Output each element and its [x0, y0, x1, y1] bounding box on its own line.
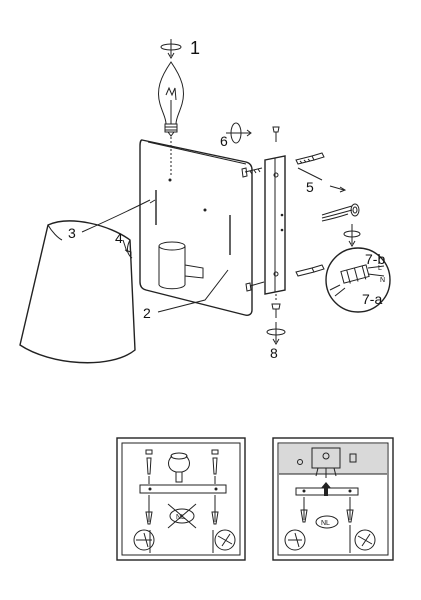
terminal-block-detail [325, 247, 391, 313]
wall-plate [139, 139, 253, 316]
screw-icon [300, 497, 308, 523]
wall-plug-icon [295, 264, 325, 277]
step-6-label: 6 [220, 133, 228, 149]
step-5-label: 5 [306, 179, 314, 195]
rotate-arrow-icon [226, 122, 252, 144]
screw-icon [211, 495, 219, 525]
nl-badge: NL [315, 515, 339, 529]
detail-circle [214, 529, 236, 551]
screw-icon [271, 303, 281, 318]
wire-connector-icon [168, 452, 190, 483]
nl-badge-right: NL [321, 520, 330, 527]
rotate-arrow-icon [266, 322, 286, 345]
screw-icon [245, 281, 265, 292]
step-3-label: 3 [68, 225, 76, 241]
screw-icon [241, 167, 263, 178]
screw-icon [145, 495, 153, 525]
leader-2 [157, 269, 229, 313]
wall-plug-icon [349, 453, 357, 463]
leader-3 [81, 199, 151, 233]
step-4-label: 4 [115, 230, 123, 246]
wire-label-n: N [380, 277, 385, 284]
wall-wires [321, 203, 360, 222]
detail-panel-left: NL [116, 437, 246, 561]
detail-circle [284, 529, 306, 551]
wall-plug-icon [145, 449, 153, 484]
junction-box-icon [311, 447, 341, 478]
nl-badge-crossed: NL [167, 503, 197, 529]
step-7a-label: 7-a [362, 291, 382, 307]
step-1-label: 1 [190, 38, 200, 58]
screw-icon [346, 497, 354, 523]
light-bulb-icon [157, 61, 185, 137]
wire-label-l: L [378, 265, 382, 272]
up-arrow-icon [321, 482, 331, 496]
detail-panel-right: NL [272, 437, 394, 561]
rotate-arrow-icon [160, 39, 182, 59]
mounting-bracket [264, 155, 286, 295]
wall-plug-icon [211, 449, 219, 484]
detail-circle [354, 529, 376, 551]
lamp-socket [158, 241, 204, 290]
screw-icon [272, 126, 280, 142]
detail-circle [133, 529, 155, 551]
step-8-label: 8 [270, 345, 278, 361]
wall-plug-icon [295, 152, 325, 165]
step-2-label: 2 [143, 305, 151, 321]
arrow-icon [329, 185, 345, 191]
step-7b-label: 7-b [365, 251, 385, 267]
